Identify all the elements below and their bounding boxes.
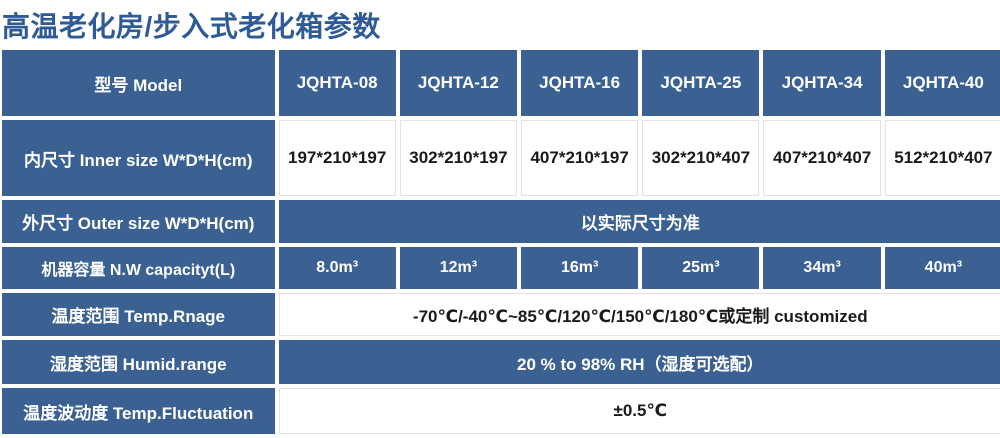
capacity-value: 16m³: [521, 247, 639, 289]
inner-size-value: 407*210*197: [521, 120, 639, 196]
spec-table: 型号 Model JQHTA-08 JQHTA-12 JQHTA-16 JQHT…: [0, 46, 1000, 438]
outer-size-label: 外尺寸 Outer size W*D*H(cm): [2, 200, 275, 243]
outer-size-value: 以实际尺寸为准: [278, 200, 1000, 243]
capacity-value: 8.0m³: [278, 247, 396, 289]
inner-size-value: 407*210*407: [763, 120, 881, 196]
capacity-value: 34m³: [763, 247, 881, 289]
capacity-value: 25m³: [642, 247, 760, 289]
model-header-cell: JQHTA-12: [399, 50, 518, 116]
table-row: 型号 Model JQHTA-08 JQHTA-12 JQHTA-16 JQHT…: [2, 50, 1000, 116]
inner-size-value: 512*210*407: [884, 120, 1000, 196]
capacity-value: 40m³: [884, 247, 1000, 289]
inner-size-value: 302*210*407: [642, 120, 760, 196]
table-row: 湿度范围 Humid.range 20 % to 98% RH（湿度可选配）: [2, 340, 1000, 384]
inner-size-value: 302*210*197: [399, 120, 518, 196]
table-row: 机器容量 N.W capacityt(L) 8.0m³ 12m³ 16m³ 25…: [2, 247, 1000, 289]
temp-fluctuation-label: 温度波动度 Temp.Fluctuation: [2, 388, 275, 434]
capacity-value: 12m³: [399, 247, 518, 289]
model-header-cell: JQHTA-25: [642, 50, 760, 116]
model-header-cell: JQHTA-40: [884, 50, 1000, 116]
capacity-label: 机器容量 N.W capacityt(L): [2, 247, 275, 289]
page-title: 高温老化房/步入式老化箱参数: [2, 11, 381, 42]
table-row: 温度范围 Temp.Rnage -70℃/-40℃~85℃/120℃/150℃/…: [2, 293, 1000, 336]
table-row: 内尺寸 Inner size W*D*H(cm) 197*210*197 302…: [2, 120, 1000, 196]
inner-size-label: 内尺寸 Inner size W*D*H(cm): [2, 120, 275, 196]
inner-size-value: 197*210*197: [278, 120, 396, 196]
model-header-cell: JQHTA-34: [763, 50, 881, 116]
model-row-label: 型号 Model: [2, 50, 275, 116]
table-row: 温度波动度 Temp.Fluctuation ±0.5℃: [2, 388, 1000, 434]
model-header-cell: JQHTA-16: [521, 50, 639, 116]
humidity-range-value: 20 % to 98% RH（湿度可选配）: [278, 340, 1000, 384]
temp-fluctuation-value: ±0.5℃: [278, 388, 1000, 434]
temp-range-value: -70℃/-40℃~85℃/120℃/150℃/180℃或定制 customiz…: [278, 293, 1000, 336]
temp-range-label: 温度范围 Temp.Rnage: [2, 293, 275, 336]
humidity-range-label: 湿度范围 Humid.range: [2, 340, 275, 384]
table-row: 外尺寸 Outer size W*D*H(cm) 以实际尺寸为准: [2, 200, 1000, 243]
model-header-cell: JQHTA-08: [278, 50, 396, 116]
